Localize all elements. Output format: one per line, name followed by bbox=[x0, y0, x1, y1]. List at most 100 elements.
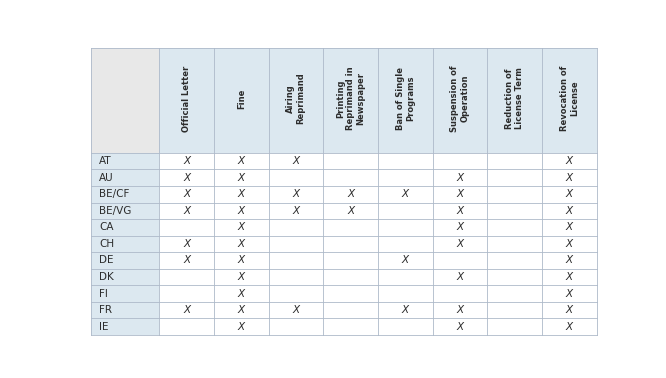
Bar bbox=[91, 169, 159, 186]
Bar bbox=[433, 186, 488, 203]
Bar bbox=[542, 235, 597, 252]
Bar bbox=[268, 285, 324, 302]
Bar bbox=[378, 203, 433, 219]
Text: X: X bbox=[566, 173, 573, 183]
Bar bbox=[268, 252, 324, 269]
Bar bbox=[433, 252, 488, 269]
Bar bbox=[91, 48, 159, 153]
Bar bbox=[324, 169, 378, 186]
Bar bbox=[488, 269, 542, 285]
Bar bbox=[214, 48, 268, 153]
Bar bbox=[378, 269, 433, 285]
Bar bbox=[433, 153, 488, 169]
Text: X: X bbox=[292, 156, 300, 166]
Bar bbox=[91, 186, 159, 203]
Bar bbox=[542, 269, 597, 285]
Bar bbox=[433, 169, 488, 186]
Bar bbox=[433, 48, 488, 153]
Text: X: X bbox=[402, 305, 409, 315]
Bar bbox=[214, 153, 268, 169]
Bar bbox=[488, 285, 542, 302]
Text: X: X bbox=[238, 322, 245, 332]
Text: X: X bbox=[566, 239, 573, 249]
Bar bbox=[488, 252, 542, 269]
Bar bbox=[433, 285, 488, 302]
Text: FR: FR bbox=[99, 305, 112, 315]
Text: X: X bbox=[566, 222, 573, 232]
Text: X: X bbox=[347, 206, 354, 216]
Bar bbox=[378, 186, 433, 203]
Text: X: X bbox=[347, 189, 354, 199]
Text: X: X bbox=[566, 272, 573, 282]
Text: X: X bbox=[238, 206, 245, 216]
Bar bbox=[324, 252, 378, 269]
Bar bbox=[159, 252, 214, 269]
Bar bbox=[488, 203, 542, 219]
Text: X: X bbox=[238, 288, 245, 299]
Text: X: X bbox=[183, 156, 190, 166]
Text: X: X bbox=[238, 256, 245, 265]
Bar bbox=[324, 269, 378, 285]
Text: CH: CH bbox=[99, 239, 115, 249]
Bar bbox=[159, 219, 214, 235]
Text: AT: AT bbox=[99, 156, 112, 166]
Bar bbox=[433, 235, 488, 252]
Bar bbox=[488, 235, 542, 252]
Bar bbox=[433, 302, 488, 318]
Bar bbox=[488, 153, 542, 169]
Bar bbox=[214, 285, 268, 302]
Text: X: X bbox=[456, 239, 464, 249]
Bar bbox=[433, 269, 488, 285]
Text: X: X bbox=[566, 189, 573, 199]
Text: Revocation of
License: Revocation of License bbox=[559, 66, 579, 131]
Bar bbox=[268, 169, 324, 186]
Text: X: X bbox=[566, 256, 573, 265]
Bar bbox=[378, 252, 433, 269]
Bar bbox=[378, 48, 433, 153]
Bar bbox=[324, 318, 378, 335]
Text: Ban of Single
Programs: Ban of Single Programs bbox=[396, 67, 415, 130]
Bar bbox=[542, 186, 597, 203]
Text: X: X bbox=[238, 305, 245, 315]
Bar bbox=[324, 203, 378, 219]
Bar bbox=[324, 219, 378, 235]
Bar bbox=[542, 219, 597, 235]
Bar bbox=[214, 186, 268, 203]
Text: Printing
Reprimand in
Newspaper: Printing Reprimand in Newspaper bbox=[336, 67, 366, 130]
Bar bbox=[91, 269, 159, 285]
Bar bbox=[159, 269, 214, 285]
Text: X: X bbox=[456, 305, 464, 315]
Text: X: X bbox=[456, 222, 464, 232]
Text: DK: DK bbox=[99, 272, 114, 282]
Bar bbox=[378, 318, 433, 335]
Bar bbox=[91, 219, 159, 235]
Text: X: X bbox=[238, 222, 245, 232]
Bar bbox=[268, 219, 324, 235]
Bar bbox=[91, 318, 159, 335]
Text: X: X bbox=[238, 272, 245, 282]
Text: X: X bbox=[183, 305, 190, 315]
Bar bbox=[488, 186, 542, 203]
Text: X: X bbox=[456, 206, 464, 216]
Bar bbox=[488, 48, 542, 153]
Bar bbox=[433, 203, 488, 219]
Text: X: X bbox=[292, 206, 300, 216]
Bar bbox=[268, 269, 324, 285]
Text: AU: AU bbox=[99, 173, 114, 183]
Bar bbox=[542, 302, 597, 318]
Bar bbox=[378, 235, 433, 252]
Bar bbox=[214, 302, 268, 318]
Text: X: X bbox=[292, 305, 300, 315]
Text: Airing
Reprimand: Airing Reprimand bbox=[286, 73, 306, 124]
Text: X: X bbox=[183, 256, 190, 265]
Bar bbox=[268, 302, 324, 318]
Text: X: X bbox=[402, 256, 409, 265]
Bar bbox=[542, 318, 597, 335]
Bar bbox=[324, 48, 378, 153]
Bar bbox=[488, 169, 542, 186]
Bar bbox=[214, 318, 268, 335]
Bar bbox=[542, 153, 597, 169]
Bar bbox=[268, 153, 324, 169]
Bar bbox=[91, 285, 159, 302]
Bar bbox=[159, 153, 214, 169]
